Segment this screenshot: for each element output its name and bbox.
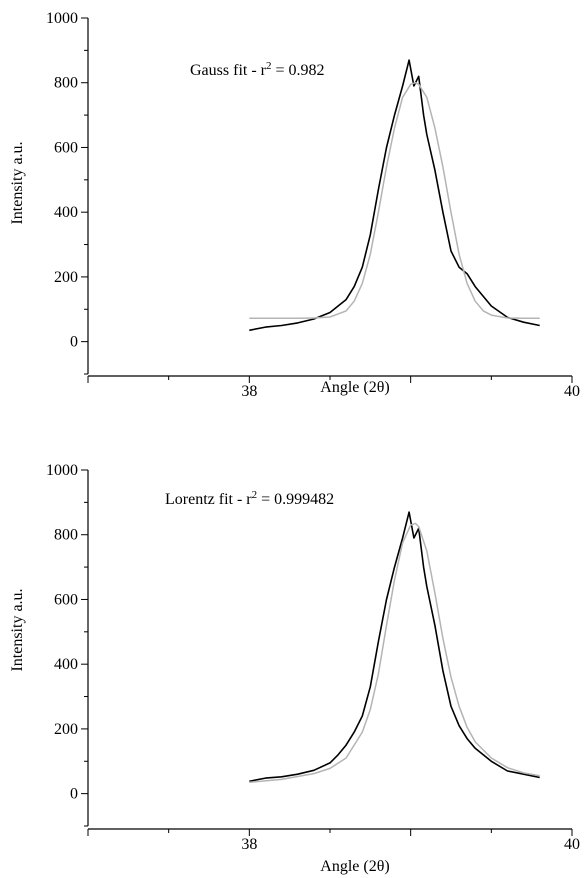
- lorentz-fit-annotation: Lorentz fit - r2 = 0.999482: [165, 489, 334, 508]
- y-tick-label: 800: [54, 75, 78, 92]
- y-axis-label: Intensity a.u.: [9, 588, 26, 671]
- fit-curve-line: [249, 522, 540, 784]
- measured-data-line: [249, 511, 540, 783]
- measured-data-line: [249, 59, 540, 332]
- gauss-fit-annotation: Gauss fit - r2 = 0.982: [190, 60, 325, 79]
- x-tick-label: 40: [564, 836, 580, 853]
- y-tick-label: 200: [54, 269, 78, 286]
- lorentz-fit-chart: Lorentz fit - r2 = 0.999482 Angle (2θ) I…: [9, 462, 580, 875]
- fit-curve-line: [249, 81, 540, 320]
- y-tick-label: 600: [54, 591, 78, 608]
- gauss-fit-chart: Gauss fit - r2 = 0.982 Angle (2θ) Intens…: [9, 10, 580, 400]
- x-tick-label: 38: [241, 836, 257, 853]
- y-tick-label: 1000: [46, 10, 78, 27]
- x-axis-label: Angle (2θ): [320, 858, 389, 875]
- y-tick-label: 0: [70, 334, 78, 351]
- x-axis-label: Angle (2θ): [320, 379, 389, 396]
- y-tick-label: 200: [54, 721, 78, 738]
- y-axis-label: Intensity a.u.: [9, 141, 26, 224]
- x-tick-label: 38: [241, 383, 257, 400]
- y-tick-label: 600: [54, 139, 78, 156]
- y-tick-label: 0: [70, 786, 78, 803]
- y-tick-label: 400: [54, 204, 78, 221]
- y-tick-label: 400: [54, 656, 78, 673]
- y-tick-label: 1000: [46, 462, 78, 479]
- y-tick-label: 800: [54, 527, 78, 544]
- x-tick-label: 40: [564, 383, 580, 400]
